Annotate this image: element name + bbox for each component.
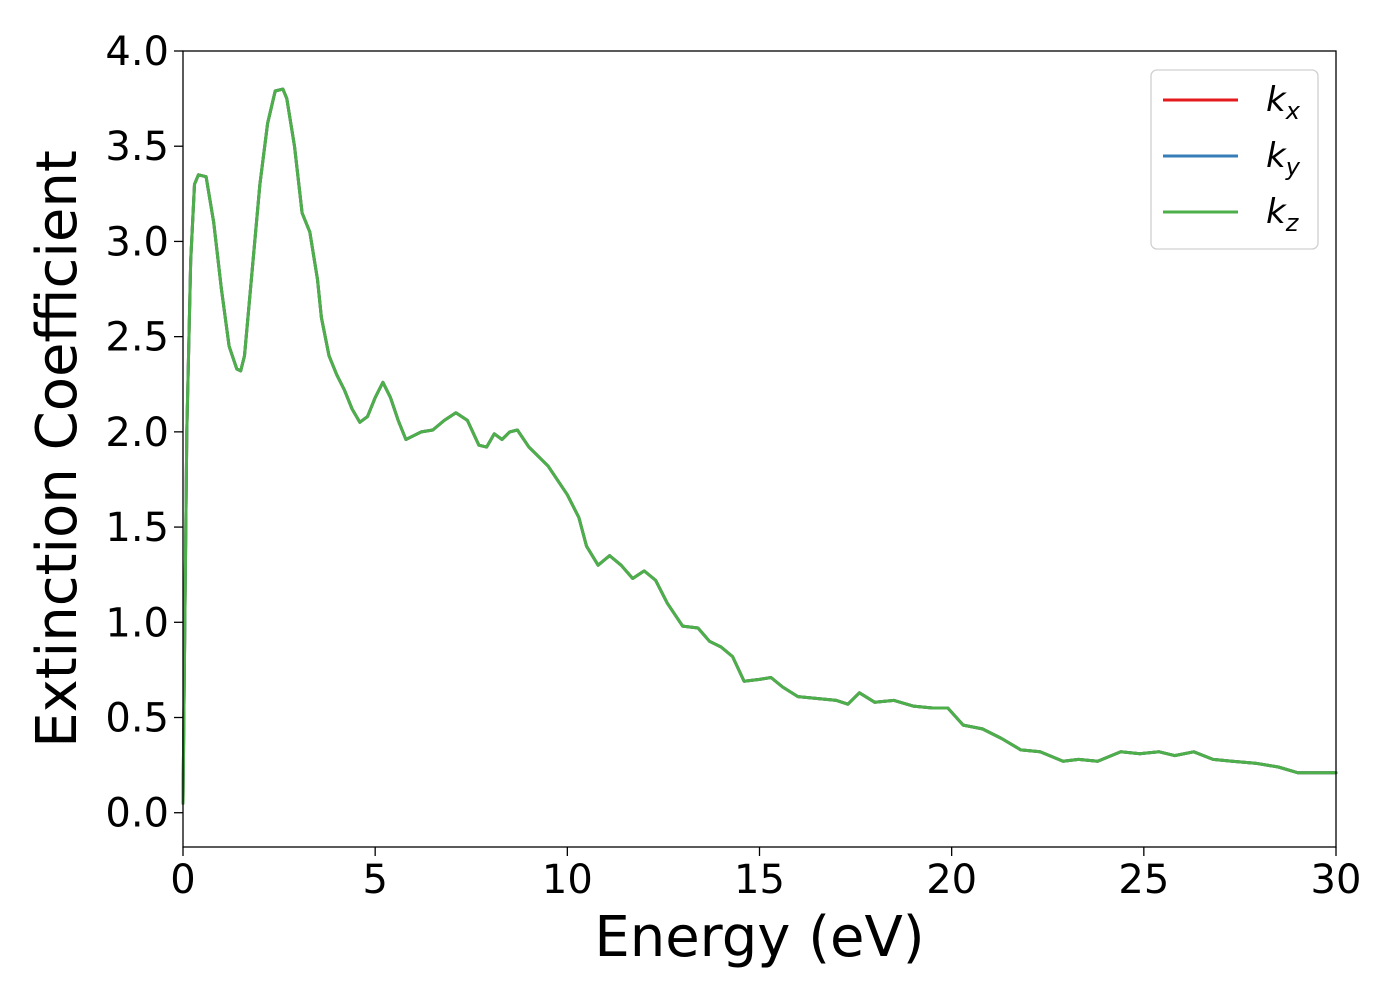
y-tick-label: 1.5	[105, 505, 169, 551]
series-layer	[181, 87, 1338, 805]
legend-label-k-y: ky	[1266, 136, 1301, 181]
x-axis-title: Energy (eV)	[594, 905, 924, 970]
y-tick-label: 2.0	[105, 410, 169, 456]
legend-label-k-x: kx	[1266, 80, 1301, 125]
x-tick-label: 15	[734, 857, 785, 903]
x-tick-label: 25	[1118, 857, 1169, 903]
y-axis-title: Extinction Coefficient	[25, 150, 90, 748]
y-tick-label: 3.5	[105, 124, 169, 170]
x-tick-label: 30	[1311, 857, 1362, 903]
y-tick-label: 2.5	[105, 315, 169, 361]
legend-label-k-z: kz	[1266, 192, 1300, 237]
ticks-layer: 0 5 10 15 20 25 30 0.0 0.5 1.0 1.5 2.0 2.5 3.0 3.5 4.0	[105, 29, 1361, 903]
y-tick-label: 0.5	[105, 696, 169, 742]
y-tick-label: 1.0	[105, 600, 169, 646]
legend: kx ky kz	[1150, 69, 1319, 250]
y-tick-label: 0.0	[105, 791, 169, 837]
legend-box	[1150, 69, 1319, 250]
y-tick-label: 4.0	[105, 29, 169, 75]
x-tick-label: 0	[170, 857, 195, 903]
x-tick-label: 20	[926, 857, 977, 903]
y-tick-label: 3.0	[105, 219, 169, 265]
series-line-k-z	[181, 87, 1338, 805]
x-tick-label: 5	[362, 857, 387, 903]
x-tick-label: 10	[542, 857, 593, 903]
